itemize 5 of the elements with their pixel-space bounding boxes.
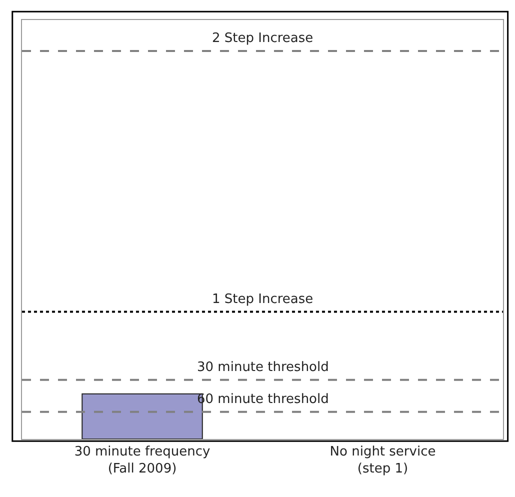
x-tick-label: No night service (step 1) [330,444,436,476]
ref-line-label: 1 Step Increase [212,292,314,307]
ref-line-label: 30 minute threshold [197,360,329,375]
ref-line-label: 2 Step Increase [212,31,314,46]
x-tick-label: 30 minute frequency (Fall 2009) [74,444,210,476]
